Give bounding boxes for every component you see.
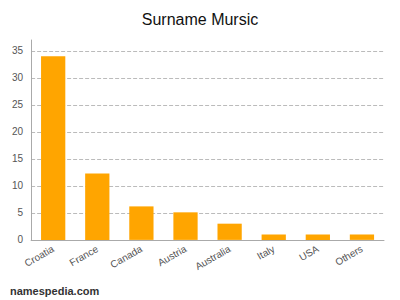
- svg-text:20: 20: [12, 126, 24, 137]
- svg-text:5: 5: [18, 207, 24, 218]
- svg-text:Italy: Italy: [255, 243, 276, 262]
- svg-text:Canada: Canada: [108, 243, 144, 270]
- svg-text:25: 25: [12, 99, 24, 110]
- svg-text:15: 15: [12, 153, 24, 164]
- svg-text:10: 10: [12, 180, 24, 191]
- svg-text:Others: Others: [333, 243, 364, 268]
- svg-text:Australia: Australia: [193, 243, 233, 272]
- svg-text:France: France: [68, 243, 101, 268]
- svg-text:Surname Mursic: Surname Mursic: [142, 11, 258, 28]
- svg-text:namespedia.com: namespedia.com: [10, 285, 99, 297]
- svg-text:0: 0: [18, 234, 24, 245]
- svg-text:30: 30: [12, 72, 24, 83]
- svg-text:35: 35: [12, 45, 24, 56]
- svg-text:Austria: Austria: [156, 243, 189, 268]
- svg-text:Croatia: Croatia: [23, 243, 57, 269]
- svg-text:USA: USA: [297, 243, 321, 263]
